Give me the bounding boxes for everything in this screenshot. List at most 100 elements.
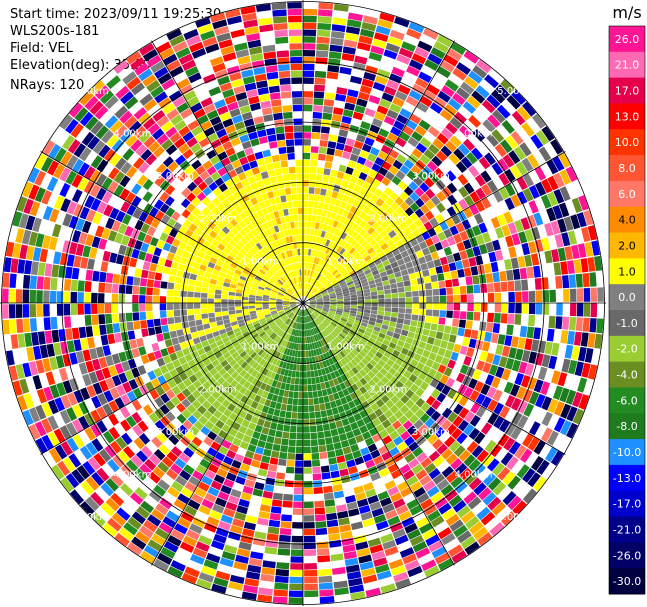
range-gate [234, 511, 247, 521]
range-gate [522, 101, 537, 117]
range-gate [405, 303, 413, 309]
range-gate [369, 239, 377, 247]
range-gate [316, 305, 323, 309]
range-gate [380, 144, 392, 155]
range-gate [335, 399, 343, 407]
range-gate [266, 533, 279, 541]
range-gate [330, 428, 339, 437]
range-gate [294, 336, 298, 344]
range-gate [358, 35, 373, 45]
range-gate [376, 371, 385, 380]
range-gate [342, 544, 356, 553]
range-gate [323, 105, 334, 114]
range-gate [328, 311, 336, 315]
range-gate [351, 383, 359, 392]
range-gate [309, 303, 317, 305]
range-gate [383, 247, 392, 255]
range-gate [192, 517, 206, 528]
range-gate [235, 554, 249, 564]
range-gate [161, 427, 173, 439]
range-gate [305, 283, 309, 290]
range-gate [316, 305, 323, 308]
range-gate [206, 363, 215, 372]
range-gate [363, 382, 372, 391]
range-gate [399, 404, 410, 415]
range-gate [346, 280, 354, 286]
range-gate [303, 180, 309, 187]
range-gate [439, 221, 449, 231]
range-gate [331, 364, 337, 372]
range-gate [292, 336, 296, 343]
range-gate [344, 452, 354, 462]
range-gate [581, 226, 591, 242]
range-gate [305, 291, 309, 297]
range-gate [544, 341, 553, 355]
range-gate [376, 286, 384, 291]
range-gate [508, 150, 521, 164]
range-gate [329, 197, 337, 206]
range-gate [306, 283, 310, 290]
range-gate [209, 510, 222, 520]
range-gate [346, 254, 354, 262]
range-gate [353, 356, 361, 364]
range-gate [297, 309, 301, 316]
range-gate [520, 217, 531, 231]
range-gate [541, 354, 551, 368]
range-gate [480, 511, 496, 526]
range-gate [202, 381, 212, 390]
range-gate [238, 425, 248, 434]
range-gate [310, 314, 315, 320]
range-gate [316, 296, 323, 300]
range-gate [344, 226, 351, 234]
range-gate [426, 485, 440, 498]
range-gate [505, 358, 515, 370]
range-gate [412, 541, 428, 553]
range-gate [433, 96, 447, 109]
range-gate [490, 333, 499, 344]
range-gate [465, 516, 480, 530]
range-gate [281, 315, 287, 320]
range-gate [266, 354, 273, 362]
range-gate [333, 260, 340, 268]
range-gate [365, 459, 376, 469]
range-gate [312, 363, 318, 371]
range-gate [453, 303, 461, 311]
range-gate [87, 456, 101, 471]
range-gate [404, 217, 414, 226]
range-gate [416, 452, 428, 463]
range-gate [376, 380, 385, 389]
range-gate [362, 15, 378, 25]
range-gate [270, 506, 282, 514]
range-gate [328, 134, 338, 142]
range-gate [315, 180, 322, 188]
range-gate [420, 193, 430, 204]
range-gate [297, 323, 300, 330]
range-gate [390, 261, 399, 269]
range-gate [276, 423, 284, 431]
range-gate [76, 465, 90, 480]
range-gate [402, 125, 414, 136]
range-gate [475, 85, 490, 99]
range-gate [336, 87, 348, 95]
range-gate [324, 217, 330, 225]
range-gate [294, 308, 299, 314]
range-gate [272, 492, 283, 501]
range-gate [304, 309, 306, 316]
range-gate [459, 285, 467, 295]
range-gate [392, 303, 399, 308]
range-gate [312, 288, 318, 294]
range-gate [313, 487, 323, 494]
range-gate [392, 362, 401, 371]
range-gate [258, 366, 266, 374]
range-gate [447, 411, 458, 423]
range-gate [517, 337, 526, 349]
range-gate [330, 226, 336, 234]
range-gate [350, 443, 360, 453]
range-gate [255, 380, 263, 388]
range-gate [572, 408, 584, 425]
range-gate [358, 469, 370, 479]
range-gate [405, 336, 414, 345]
range-gate [481, 197, 492, 209]
range-gate [303, 337, 306, 344]
range-gate [358, 237, 366, 245]
